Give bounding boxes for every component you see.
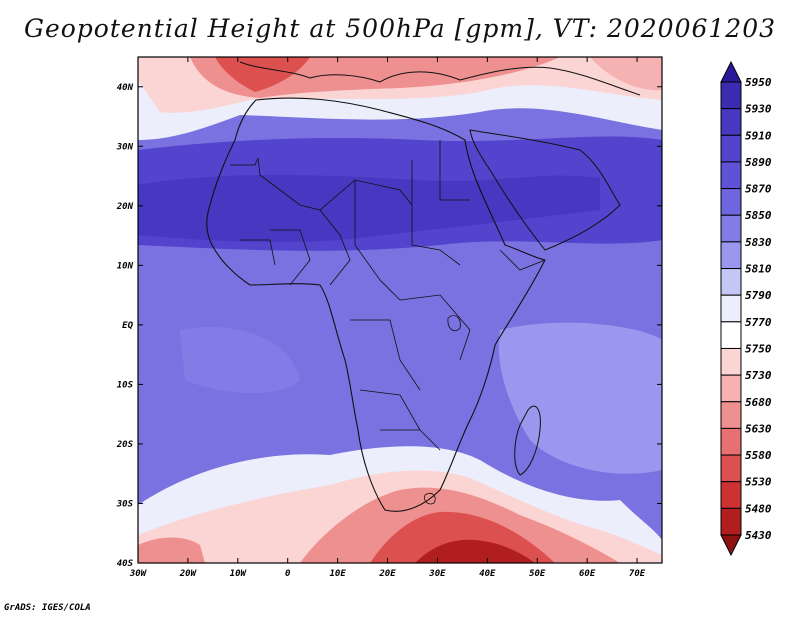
colorbar-swatch (720, 294, 742, 323)
colorbar-level-label: 5580 (745, 449, 772, 462)
colorbar-swatch (720, 454, 742, 483)
colorbar-level-label: 5430 (745, 529, 772, 542)
lat-tick-label: 30N (116, 142, 134, 152)
colorbar-level-label: 5770 (745, 316, 772, 329)
lat-tick-label: 30S (116, 499, 134, 509)
colorbar-swatch (720, 321, 742, 349)
colorbar-top-arrow (720, 60, 742, 83)
lake-victoria (447, 315, 461, 332)
lon-tick-label: 70E (629, 569, 646, 579)
south-trough-core (415, 539, 535, 563)
lat-tick-label: 40N (117, 83, 134, 93)
colorbar-level-label: 5930 (745, 103, 772, 116)
country-borders (230, 140, 546, 451)
lon-tick-label: 40E (479, 569, 496, 579)
lon-tick-label: 30W (129, 569, 148, 579)
west-atlantic-light-patch (180, 327, 300, 394)
colorbar-level-label: 5480 (745, 502, 772, 515)
map-panel: 30W 20W 10W 0 10E 20E 30E 40E 50E 60E 70E 40N 30N 20… (116, 56, 772, 579)
lon-tick-label: 60E (579, 569, 596, 579)
colorbar-swatch (720, 188, 742, 216)
lon-tick-label: 10E (329, 569, 346, 579)
colorbar-swatch (720, 108, 742, 136)
colorbar-swatch (720, 374, 742, 403)
colorbar-swatch (720, 241, 742, 270)
lesotho-outline (424, 492, 436, 505)
colorbar-swatch (720, 134, 742, 163)
north-trough-core (215, 57, 310, 92)
plot-frame (137, 56, 663, 564)
lon-tick-label: 50E (529, 569, 546, 579)
colorbar-swatch (720, 347, 742, 376)
africa-coastline (206, 97, 546, 512)
lat-tick-label: EQ (122, 321, 133, 331)
colorbar-level-label: 5750 (745, 342, 772, 355)
latitude-ticks: 40N 30N 20N 10N EQ 10S 20S 30S 40S (116, 83, 662, 569)
northeast-pink-patch (590, 57, 662, 91)
longitude-ticks: 30W 20W 10W 0 10E 20E 30E 40E 50E 60E 70E (129, 57, 646, 579)
colorbar-swatch (720, 161, 742, 190)
colorbar-swatch (720, 401, 742, 429)
height-field (138, 57, 662, 563)
lon-tick-label: 20W (179, 569, 198, 579)
lon-tick-label: 0 (285, 569, 291, 579)
colorbar-level-label: 5810 (745, 263, 772, 276)
lat-tick-label: 40S (117, 559, 134, 569)
lon-tick-label: 30E (428, 569, 446, 579)
lon-tick-label: 10W (230, 569, 248, 579)
colorbar-level-label: 5680 (745, 396, 772, 409)
madagascar-outline (514, 405, 541, 476)
colorbar-level-label: 5730 (745, 369, 772, 382)
colorbar-swatch (720, 427, 742, 456)
colorbar-level-label: 5530 (745, 476, 772, 489)
colorbar-level-label: 5850 (745, 209, 772, 222)
lat-tick-label: 20S (116, 440, 134, 450)
colorbar-level-label: 5790 (745, 289, 772, 302)
colorbar-level-label: 5830 (745, 236, 772, 249)
map-title: Geopotential Height at 500hPa [gpm], VT:… (23, 14, 777, 43)
europe-coastline (239, 61, 641, 96)
colorbar-swatch (720, 507, 742, 536)
colorbar-level-label: 5870 (745, 183, 772, 196)
lon-tick-label: 20E (378, 569, 396, 579)
colorbar-swatch (720, 81, 742, 110)
subtropical-high-core (138, 175, 600, 243)
lat-tick-label: 20N (116, 202, 134, 212)
southwest-pink-patch (138, 537, 205, 563)
colorbar-level-label: 5950 (745, 76, 772, 89)
colorbar-level-label: 5910 (745, 129, 772, 142)
colorbar-bottom-arrow (720, 534, 742, 557)
colorbar-swatch (720, 481, 742, 509)
lat-tick-label: 10S (117, 380, 134, 390)
colorbar-legend: 5950 5930 5910 5890 5870 5850 5830 5810 5790 5770… (720, 60, 772, 557)
grads-credit: GrADS: IGES/COLA (4, 603, 91, 613)
colorbar-level-label: 5630 (745, 422, 772, 435)
arabian-peninsula-outline (469, 129, 621, 251)
colorbar-level-label: 5890 (745, 156, 772, 169)
lat-tick-label: 10N (117, 261, 134, 271)
colorbar-swatch (720, 268, 742, 296)
colorbar-swatch (720, 214, 742, 243)
